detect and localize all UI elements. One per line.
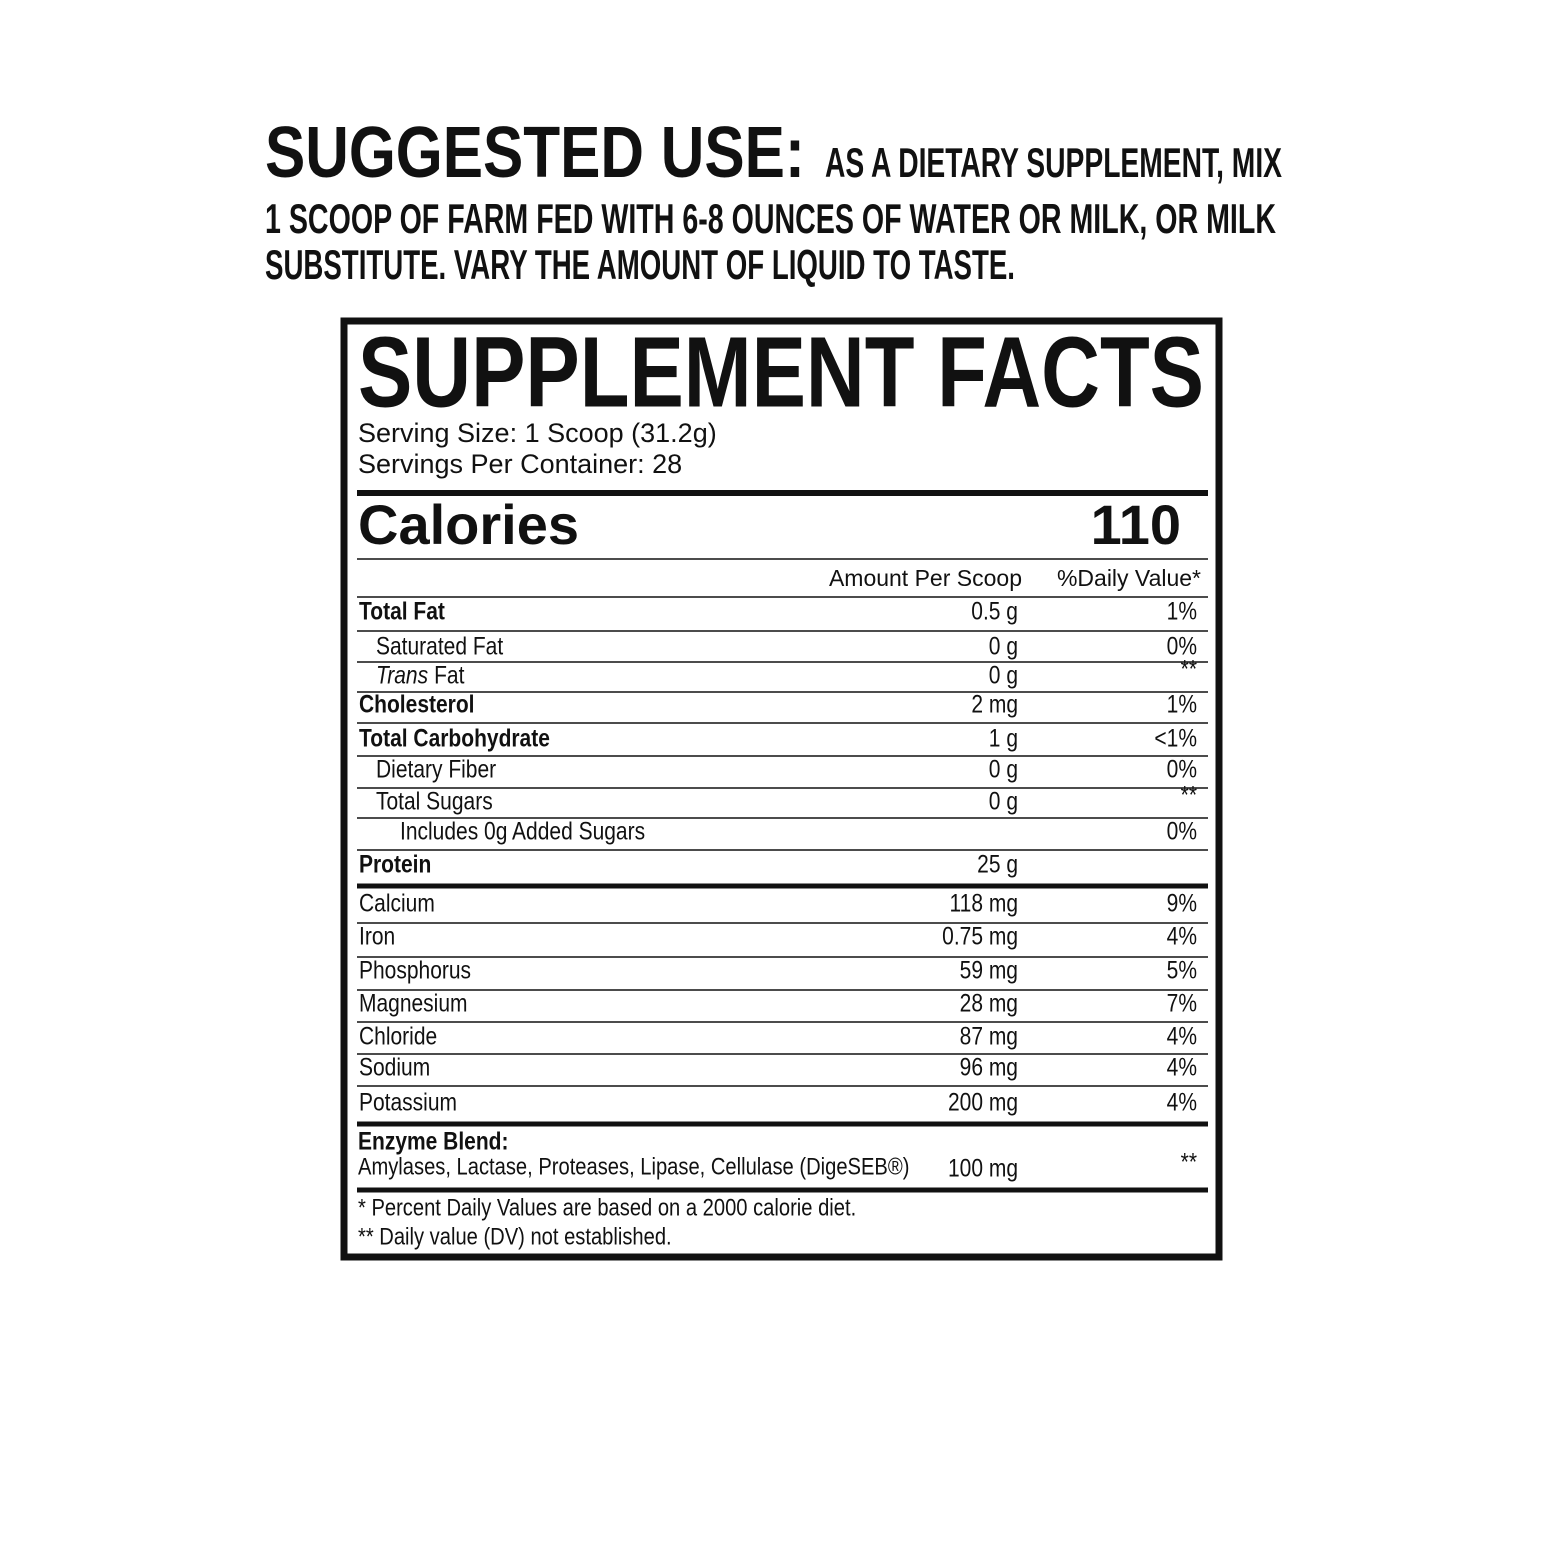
blend-ingredients: Amylases, Lactase, Proteases, Lipase, Ce… — [358, 1153, 909, 1180]
nutrient-name: Includes 0g Added Sugars — [400, 817, 645, 845]
blend-name: Enzyme Blend: — [358, 1127, 508, 1155]
nutrient-dv: 7% — [1167, 989, 1197, 1017]
nutrient-name: Sodium — [359, 1053, 430, 1081]
serving-size: Serving Size: 1 Scoop (31.2g) — [358, 418, 717, 448]
servings-per-container: Servings Per Container: 28 — [358, 449, 682, 479]
facts-border — [340, 317, 1223, 1261]
nutrient-amount: 2 mg — [971, 690, 1018, 718]
nutrient-amount: 200 mg — [948, 1088, 1018, 1116]
rule — [357, 1053, 1208, 1055]
nutrient-name: Protein — [359, 850, 431, 878]
nutrient-name: Calcium — [359, 889, 435, 917]
nutrient-dv: 0% — [1167, 817, 1197, 845]
nutrient-amount: 1 g — [989, 724, 1018, 752]
thick-rule — [357, 1187, 1208, 1193]
rule — [357, 1021, 1208, 1023]
column-header: %Daily Value* — [1057, 565, 1201, 591]
nutrient-amount: 87 mg — [960, 1022, 1018, 1050]
nutrient-amount: 0 g — [989, 661, 1018, 689]
nutrient-dv: 4% — [1167, 1022, 1197, 1050]
calories-label: Calories — [358, 493, 579, 556]
nutrient-dv: 4% — [1167, 1088, 1197, 1116]
nutrient-amount: 28 mg — [960, 989, 1018, 1017]
rule — [357, 596, 1208, 598]
rule — [357, 558, 1208, 560]
nutrient-dv: 1% — [1167, 597, 1197, 625]
suggested-heading: SUGGESTED USE: — [265, 113, 805, 193]
nutrient-name: Fat — [434, 661, 465, 689]
rule — [357, 630, 1208, 632]
nutrient-dv: 9% — [1167, 889, 1197, 917]
nutrient-name-italic: Trans — [376, 661, 429, 689]
suggested-text: AS A DIETARY SUPPLEMENT, MIX — [825, 139, 1282, 186]
nutrient-amount: 0.75 mg — [942, 922, 1018, 950]
nutrient-dv: 5% — [1167, 956, 1197, 984]
footnote: * Percent Daily Values are based on a 20… — [358, 1194, 856, 1221]
rule — [357, 661, 1208, 663]
rule — [357, 817, 1208, 819]
rule — [357, 956, 1208, 958]
nutrient-amount: 25 g — [977, 850, 1018, 878]
rule — [357, 922, 1208, 924]
suggested-text: SUBSTITUTE. VARY THE AMOUNT OF LIQUID TO… — [265, 241, 1015, 288]
rule — [357, 691, 1208, 693]
footnote: ** Daily value (DV) not established. — [358, 1223, 672, 1250]
rule — [357, 755, 1208, 757]
nutrient-name: Total Sugars — [376, 787, 493, 815]
nutrient-dv: 4% — [1167, 922, 1197, 950]
nutrient-name: Magnesium — [359, 989, 468, 1017]
nutrient-dv: 4% — [1167, 1053, 1197, 1081]
nutrient-name: Saturated Fat — [376, 632, 504, 660]
suggested-text: 1 SCOOP OF FARM FED WITH 6-8 OUNCES OF W… — [265, 195, 1276, 242]
thick-rule — [357, 1121, 1208, 1127]
nutrient-name: Total Carbohydrate — [359, 724, 550, 752]
nutrient-amount: 59 mg — [960, 956, 1018, 984]
calories-value: 110 — [1091, 493, 1181, 556]
nutrient-dv: ** — [1181, 781, 1197, 809]
nutrient-name: Total Fat — [359, 597, 445, 625]
thick-rule — [357, 490, 1208, 496]
nutrient-dv: 1% — [1167, 690, 1197, 718]
nutrient-amount: 0 g — [989, 787, 1018, 815]
rule — [357, 722, 1208, 724]
nutrient-dv: ** — [1181, 655, 1197, 683]
nutrient-amount: 0 g — [989, 632, 1018, 660]
nutrient-amount: 96 mg — [960, 1053, 1018, 1081]
blend-amount: 100 mg — [948, 1154, 1018, 1182]
nutrient-name: Cholesterol — [359, 690, 474, 718]
rule — [357, 1085, 1208, 1087]
nutrient-dv: 0% — [1167, 755, 1197, 783]
nutrient-dv: 0% — [1167, 632, 1197, 660]
nutrient-name: Potassium — [359, 1088, 457, 1116]
nutrient-amount: 0 g — [989, 755, 1018, 783]
nutrient-amount: 118 mg — [950, 889, 1018, 917]
nutrient-name: Iron — [359, 922, 395, 950]
nutrient-name: Phosphorus — [359, 956, 471, 984]
facts-title: SUPPLEMENT FACTS — [358, 316, 1204, 428]
nutrient-dv: <1% — [1154, 724, 1197, 752]
rule — [357, 849, 1208, 851]
nutrient-name: Dietary Fiber — [376, 755, 496, 783]
column-header: Amount Per Scoop — [829, 565, 1022, 591]
thick-rule — [357, 883, 1208, 889]
blend-dv: ** — [1181, 1148, 1197, 1176]
nutrient-amount: 0.5 g — [971, 597, 1018, 625]
rule — [357, 989, 1208, 991]
nutrient-name: Chloride — [359, 1022, 437, 1050]
rule — [357, 787, 1208, 789]
